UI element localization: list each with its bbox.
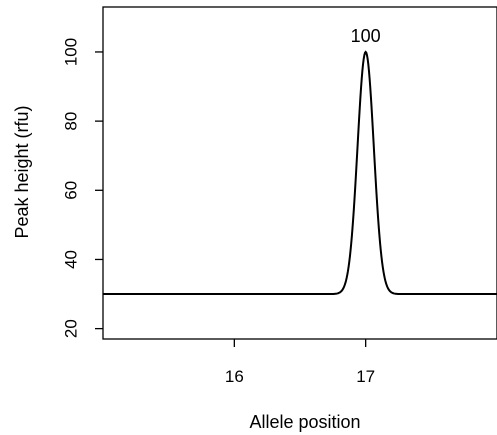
- y-tick-label: 100: [61, 38, 80, 66]
- y-axis: 20 40 60 80 100: [61, 38, 103, 338]
- plot-frame: [102, 6, 497, 340]
- x-tick-label: 17: [356, 367, 375, 386]
- y-tick-label: 20: [61, 319, 80, 338]
- data-label: 100: [351, 26, 381, 46]
- y-tick-label: 60: [61, 181, 80, 200]
- x-axis: 16 17: [225, 339, 375, 386]
- y-tick-label: 40: [61, 250, 80, 269]
- y-axis-title: Peak height (rfu): [12, 105, 32, 238]
- x-axis-title: Allele position: [249, 412, 360, 432]
- x-tick-label: 16: [225, 367, 244, 386]
- series-line: [103, 50, 497, 296]
- y-tick-label: 80: [61, 112, 80, 131]
